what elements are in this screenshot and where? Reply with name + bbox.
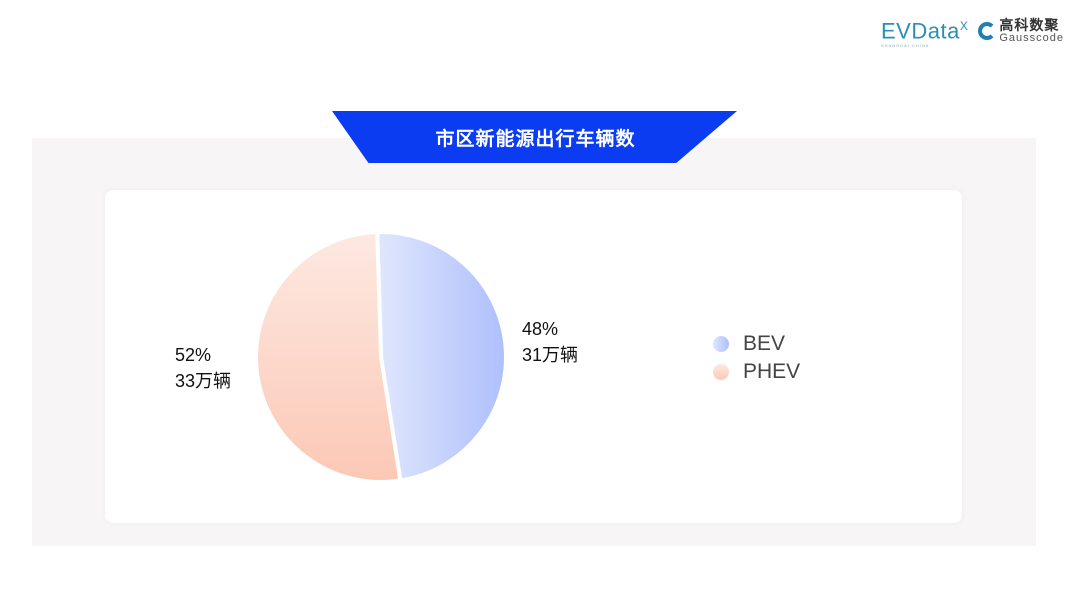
title-banner: 市区新能源出行车辆数 [332,111,737,163]
gausscode-mark-icon [978,22,997,41]
legend-marker-bev [713,336,729,352]
bev-data-label: 48% 31万辆 [522,319,579,365]
phev-data-label: 52% 33万辆 [175,345,232,391]
legend: BEV PHEV [713,330,800,386]
legend-item-phev[interactable]: PHEV [713,358,800,386]
gausscode-logo: 高科数聚 Gausscode [978,18,1064,44]
legend-item-bev[interactable]: BEV [713,330,800,358]
chart-card [105,190,962,523]
pie-slice-bev[interactable] [375,230,508,483]
evdata-logo: EVDataX SHANGHAI CHINA [881,18,969,48]
legend-marker-phev [713,364,729,380]
chart-title: 市区新能源出行车辆数 [435,128,636,150]
pie-slice-phev[interactable] [254,230,403,484]
logos: EVDataX SHANGHAI CHINA 高科数聚 Gausscode [881,18,1064,48]
